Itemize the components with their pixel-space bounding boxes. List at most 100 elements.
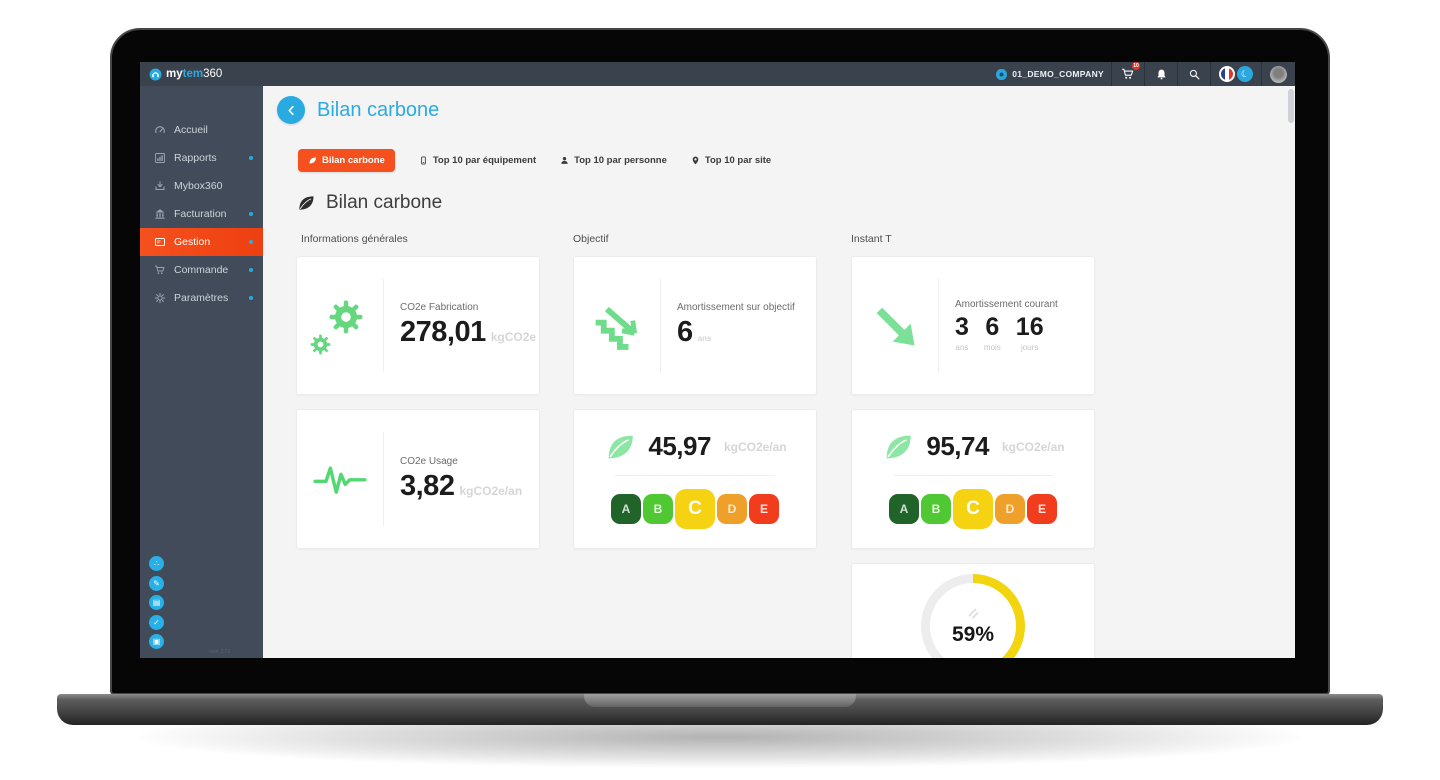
submenu-dot bbox=[249, 296, 253, 300]
sidebar-item-gestion[interactable]: Gestion bbox=[140, 228, 263, 256]
search-icon bbox=[1189, 69, 1199, 79]
footprint-unit: kgCO2e/an bbox=[1001, 439, 1065, 454]
speedometer-icon bbox=[153, 124, 167, 136]
sidebar-nav: Accueil Rapports Mybox360 bbox=[140, 86, 263, 312]
tab-label: Bilan carbone bbox=[322, 155, 385, 166]
notifications-button[interactable] bbox=[1152, 68, 1170, 81]
person-icon bbox=[560, 156, 569, 165]
moon-icon: ☾ bbox=[1235, 64, 1255, 84]
card-co2e-fabrication: CO2e Fabrication 278,01 kgCO2e bbox=[296, 256, 540, 395]
metric-value: 278,01 bbox=[400, 316, 486, 348]
metric-value: 6 bbox=[677, 316, 693, 348]
language-button[interactable] bbox=[1218, 66, 1236, 82]
sidebar: Accueil Rapports Mybox360 bbox=[140, 86, 263, 658]
metric-label: Amortissement sur objectif bbox=[677, 302, 795, 313]
leaf-icon bbox=[887, 435, 912, 458]
search-button[interactable] bbox=[1185, 68, 1203, 81]
main-content: Bilan carbone Bilan carbone Top 10 par é… bbox=[263, 86, 1295, 658]
sidebar-item-facturation[interactable]: Facturation bbox=[140, 200, 263, 228]
separator bbox=[1111, 62, 1112, 86]
sidebar-item-label: Gestion bbox=[174, 236, 211, 248]
card-amortissement-courant: Amortissement courant 3 ans 6 mois bbox=[851, 256, 1095, 395]
energy-rating-scale: A B C D E bbox=[889, 488, 1057, 529]
footprint-value: 95,74 bbox=[926, 431, 989, 461]
leaf-icon bbox=[299, 196, 314, 210]
company-selector[interactable]: 01_DEMO_COMPANY bbox=[996, 68, 1104, 80]
topbar: mytem360 01_DEMO_COMPANY 10 bbox=[140, 62, 1295, 86]
footprint-unit: kgCO2e/an bbox=[723, 439, 787, 454]
sidebar-item-mybox360[interactable]: Mybox360 bbox=[140, 172, 263, 200]
cart-icon bbox=[1122, 68, 1134, 79]
column-label-informations: Informations générales bbox=[301, 233, 408, 245]
screen-icon[interactable]: ▣ bbox=[149, 634, 164, 649]
separator bbox=[1144, 62, 1145, 86]
column-label-objectif: Objectif bbox=[573, 233, 609, 245]
company-name: 01_DEMO_COMPANY bbox=[1012, 69, 1104, 79]
avatar bbox=[1269, 65, 1287, 83]
duration-years: 3 ans bbox=[955, 313, 969, 352]
sidebar-item-label: Rapports bbox=[174, 152, 217, 164]
divider bbox=[383, 279, 384, 372]
card-icon bbox=[153, 236, 167, 248]
gears-icon bbox=[297, 296, 383, 356]
separator bbox=[1210, 62, 1211, 86]
divider bbox=[615, 474, 775, 476]
laptop-base bbox=[57, 694, 1383, 725]
column-label-instant-t: Instant T bbox=[851, 233, 892, 245]
tab-top10-site[interactable]: Top 10 par site bbox=[691, 155, 771, 166]
rating-badge-e: E bbox=[1027, 493, 1057, 524]
share-icon[interactable]: ∴ bbox=[149, 556, 164, 571]
metric-unit: kgCO2e/an bbox=[459, 483, 523, 498]
tab-label: Top 10 par personne bbox=[574, 155, 667, 166]
user-menu[interactable] bbox=[1269, 65, 1287, 83]
cart-icon bbox=[153, 264, 167, 276]
submenu-dot bbox=[249, 240, 253, 244]
gauge-value: 59% bbox=[951, 623, 995, 646]
scrollbar-thumb[interactable] bbox=[1288, 89, 1294, 123]
footprint-value: 45,97 bbox=[648, 431, 711, 461]
app-version: tem 572 bbox=[209, 649, 231, 655]
metric-label: Amortissement courant bbox=[955, 299, 1058, 310]
tab-top10-personne[interactable]: Top 10 par personne bbox=[560, 155, 667, 166]
sidebar-item-commande[interactable]: Commande bbox=[140, 256, 263, 284]
leaf-icon bbox=[308, 156, 317, 165]
logo-icon bbox=[149, 68, 162, 80]
cart-button[interactable]: 10 bbox=[1119, 62, 1140, 81]
cart-badge: 10 bbox=[1132, 62, 1140, 70]
stairs-down-icon bbox=[574, 299, 660, 353]
metric-label: CO2e Fabrication bbox=[400, 302, 479, 313]
app-logo[interactable]: mytem360 bbox=[149, 68, 222, 81]
sidebar-item-parametres[interactable]: Paramètres bbox=[140, 284, 263, 312]
rating-badge-d: D bbox=[717, 493, 747, 524]
map-pin-icon bbox=[691, 156, 700, 165]
chevron-left-icon bbox=[288, 105, 294, 115]
check-icon[interactable]: ✓ bbox=[149, 614, 164, 630]
logo-text: mytem360 bbox=[166, 68, 223, 80]
tab-top10-equipement[interactable]: Top 10 par équipement bbox=[419, 155, 536, 166]
laptop-notch bbox=[584, 694, 856, 707]
back-button[interactable] bbox=[277, 96, 305, 124]
sidebar-item-label: Facturation bbox=[174, 208, 227, 220]
tab-bilan-carbone[interactable]: Bilan carbone bbox=[298, 149, 395, 172]
sidebar-item-label: Mybox360 bbox=[174, 180, 223, 192]
card-objectif-footprint: 45,97 kgCO2e/an A B C D E bbox=[573, 409, 817, 549]
divider bbox=[660, 279, 661, 372]
theme-button[interactable]: ☾ bbox=[1235, 64, 1255, 84]
metric-label: CO2e Usage bbox=[400, 455, 458, 467]
app-window: mytem360 01_DEMO_COMPANY 10 bbox=[140, 62, 1295, 658]
pencil-icon[interactable]: ✎ bbox=[149, 575, 164, 591]
sidebar-item-label: Paramètres bbox=[174, 292, 229, 304]
duration-days: 16 jours bbox=[1015, 313, 1044, 352]
document-icon[interactable]: ▤ bbox=[149, 595, 164, 610]
pulse-icon bbox=[297, 459, 383, 499]
bell-icon bbox=[1156, 69, 1166, 79]
card-co2e-usage: CO2e Usage 3,82 kgCO2e/an bbox=[296, 409, 540, 549]
sidebar-item-accueil[interactable]: Accueil bbox=[140, 116, 263, 144]
sidebar-item-rapports[interactable]: Rapports bbox=[140, 144, 263, 172]
rating-badge-e: E bbox=[749, 493, 779, 524]
submenu-dot bbox=[249, 212, 253, 216]
card-amortissement-objectif: Amortissement sur objectif 6 ans bbox=[573, 256, 817, 395]
french-flag-icon bbox=[1219, 66, 1235, 82]
download-icon bbox=[153, 180, 167, 192]
